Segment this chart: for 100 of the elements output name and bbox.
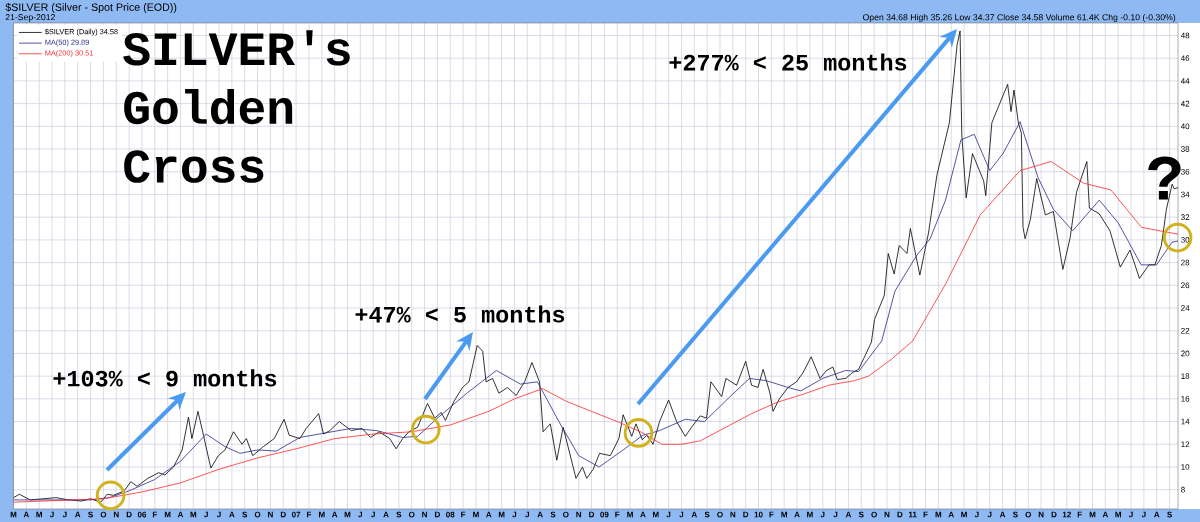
x-tick-label: A <box>691 511 697 518</box>
x-tick-label: 09 <box>600 511 609 518</box>
y-tick-label: 32 <box>1181 214 1190 221</box>
x-tick-label: J <box>49 511 54 518</box>
x-tick-label: J <box>974 511 979 518</box>
x-tick-label: 06 <box>137 511 147 518</box>
x-tick-label: 10 <box>754 511 763 518</box>
x-tick-label: M <box>36 511 42 518</box>
x-tick-label: A <box>331 511 338 518</box>
annotation: SILVER's Golden Cross <box>123 30 350 183</box>
x-tick-label: D <box>280 511 286 518</box>
x-tick-label: S <box>1167 511 1172 518</box>
x-tick-label: J <box>820 511 825 518</box>
point <box>623 418 654 448</box>
x-tick-label: D <box>743 511 749 518</box>
y-tick-label: 28 <box>1181 259 1190 266</box>
x-tick-label: F <box>923 511 928 518</box>
y-tick-label: 42 <box>1180 100 1190 107</box>
point <box>411 414 441 445</box>
x-tick-label: M <box>935 511 942 518</box>
point <box>95 480 126 511</box>
x-tick-label: 11 <box>908 511 917 518</box>
x-tick-label: S <box>88 511 93 518</box>
annotation: +47% < 5 months <box>355 305 565 323</box>
x-tick-label: A <box>948 511 954 518</box>
x-tick-label: A <box>640 511 646 518</box>
x-tick-label: O <box>563 511 569 518</box>
y-tick-label: 34 <box>1181 191 1190 198</box>
x-tick-label: F <box>307 511 312 518</box>
x-tick-label: A <box>177 511 184 518</box>
text: Open 34.68 High 35.26 Low 34.37 Close 34.58 Volume 61.4K Chg -0.10 (-0.30%) <box>862 13 1176 23</box>
y-tick-label: 18 <box>1181 373 1190 379</box>
x-tick-label: A <box>1102 511 1109 518</box>
y-tick-label: 44 <box>1180 78 1190 84</box>
annotation: +103% < 9 months <box>53 369 277 387</box>
x-tick-label: J <box>833 511 838 518</box>
chart-title: $SILVER (Silver - Spot Price (EOD)) <box>5 2 177 14</box>
x-tick-label: S <box>704 511 710 518</box>
x-tick-label: S <box>396 511 402 518</box>
y-tick-label: 46 <box>1180 55 1190 62</box>
annotation: +277% < 25 months <box>669 53 907 71</box>
x-tick-label: J <box>987 511 992 518</box>
chart-subtitle: 21-Sep-2012 <box>5 14 55 22</box>
x-tick-label: 07 <box>291 511 301 518</box>
y-tick-label: 24 <box>1181 305 1190 311</box>
y-tick-label: 20 <box>1181 350 1190 357</box>
x-tick-label: M <box>190 511 197 518</box>
y-tick-label: 14 <box>1181 418 1190 425</box>
x-tick-label: A <box>229 511 235 518</box>
x-tick-label: A <box>794 511 800 518</box>
x-tick-label: J <box>512 511 517 518</box>
x-tick-label: M <box>473 511 479 518</box>
x-tick-label: M <box>498 511 505 518</box>
y-tick-label: 38 <box>1181 146 1190 152</box>
x-tick-label: S <box>1012 511 1018 518</box>
x-tick-label: A <box>75 511 81 518</box>
x-tick-label: O <box>100 511 107 518</box>
x-tick-label: M <box>807 511 813 518</box>
x-tick-label: D <box>126 511 132 518</box>
x-tick-label: J <box>204 511 208 518</box>
y-tick-label: 8 <box>1181 486 1185 493</box>
x-tick-label: O <box>408 511 415 518</box>
x-tick-label: A <box>537 511 543 518</box>
x-tick-label: A <box>999 511 1006 518</box>
x-tick-label: A <box>1154 511 1160 518</box>
x-tick-label: F <box>615 511 620 518</box>
x-tick-label: O <box>254 511 261 518</box>
y-tick-label: 48 <box>1180 32 1190 39</box>
x-tick-label: J <box>371 511 375 518</box>
x-tick-label: M <box>1115 511 1121 518</box>
y-tick-label: 36 <box>1181 168 1190 175</box>
x-tick-label: J <box>666 511 671 518</box>
x-tick-label: J <box>216 511 221 518</box>
x-tick-label: F <box>1077 511 1082 518</box>
x-tick-label: J <box>525 511 529 518</box>
x-tick-label: D <box>1051 511 1057 518</box>
x-tick-label: M <box>319 511 325 518</box>
x-tick-label: N <box>113 511 119 518</box>
y-tick-label: 10 <box>1181 464 1190 470</box>
y-tick-label: 12 <box>1181 441 1190 448</box>
y-tick-label: 16 <box>1181 396 1190 402</box>
x-tick-label: A <box>23 511 30 518</box>
x-tick-label: M <box>10 511 17 518</box>
x-tick-label: N <box>730 511 736 518</box>
x-tick-label: J <box>358 511 363 518</box>
x-tick-label: M <box>1089 511 1096 518</box>
x-tick-label: O <box>1025 511 1032 518</box>
x-tick-label: J <box>62 511 67 518</box>
point <box>1162 222 1193 253</box>
x-tick-label: O <box>871 511 877 518</box>
x-tick-label: S <box>550 511 556 518</box>
x-tick-label: N <box>1038 511 1044 518</box>
x-tick-label: M <box>164 511 171 518</box>
x-tick-label: N <box>576 511 582 518</box>
y-tick-label: 26 <box>1181 282 1190 289</box>
x-tick-label: D <box>589 511 595 518</box>
x-tick-label: M <box>344 511 351 518</box>
x-tick-label: S <box>242 511 248 518</box>
x-tick-label: F <box>769 511 774 518</box>
x-tick-label: A <box>383 511 389 518</box>
